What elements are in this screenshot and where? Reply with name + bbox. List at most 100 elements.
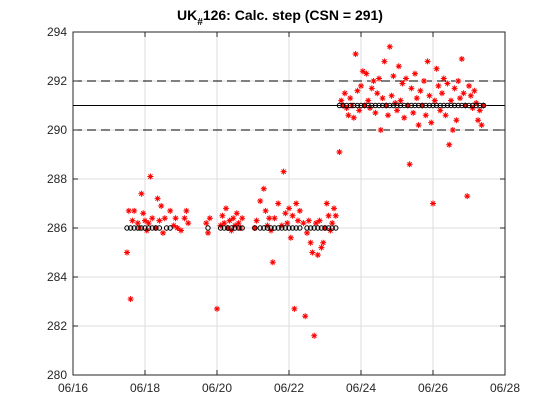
chart-title-subscript: # xyxy=(197,17,203,28)
circle-point xyxy=(444,102,451,109)
asterisk-point xyxy=(226,217,233,224)
circle-point xyxy=(383,102,389,109)
circle-point xyxy=(459,102,465,109)
circle-point xyxy=(423,102,429,109)
circle-point xyxy=(451,102,458,109)
asterisk-point xyxy=(399,80,406,87)
asterisk-point xyxy=(412,70,418,77)
circle-point xyxy=(426,102,433,109)
circle-point xyxy=(405,102,411,109)
asterisk-point xyxy=(206,215,213,222)
asterisk-point xyxy=(471,87,478,94)
asterisk-point xyxy=(305,217,312,224)
asterisk-point xyxy=(340,102,346,109)
circle-point xyxy=(462,102,469,109)
asterisk-point xyxy=(170,222,177,229)
y-tick-label: 288 xyxy=(47,172,67,186)
asterisk-point xyxy=(172,215,179,222)
circle-point xyxy=(225,225,231,231)
asterisk-point xyxy=(156,217,163,224)
asterisk-point xyxy=(374,90,381,97)
circle-point xyxy=(369,102,375,109)
circle-point xyxy=(261,225,267,231)
asterisk-point xyxy=(221,220,228,227)
asterisk-point xyxy=(352,51,359,58)
asterisk-point xyxy=(203,220,210,227)
circle-point xyxy=(336,102,343,109)
asterisk-point xyxy=(417,87,424,94)
asterisk-point xyxy=(430,200,436,207)
asterisk-point xyxy=(388,92,395,99)
circle-point xyxy=(163,225,170,231)
circle-point xyxy=(322,225,328,231)
circle-point xyxy=(365,102,371,109)
y-tick-label: 294 xyxy=(47,25,67,39)
y-tick-label: 290 xyxy=(47,123,67,137)
asterisk-point xyxy=(331,205,337,212)
circle-point xyxy=(307,225,314,231)
asterisk-point xyxy=(439,90,445,97)
asterisk-point xyxy=(125,207,132,214)
asterisk-point xyxy=(383,102,390,109)
asterisk-point xyxy=(181,215,188,222)
asterisk-point xyxy=(466,82,472,89)
asterisk-point xyxy=(478,122,485,129)
asterisk-point xyxy=(282,210,289,217)
asterisk-point xyxy=(440,75,447,82)
asterisk-point xyxy=(415,122,422,129)
asterisk-point xyxy=(408,85,415,92)
asterisk-point xyxy=(332,212,339,219)
asterisk-point xyxy=(129,217,136,224)
circle-point xyxy=(401,102,407,109)
circle-point xyxy=(297,225,303,231)
circle-point xyxy=(361,102,368,109)
circle-point xyxy=(282,225,289,231)
asterisk-point xyxy=(205,229,211,236)
circle-point xyxy=(433,102,440,109)
asterisk-point xyxy=(376,75,382,82)
circle-point xyxy=(217,225,224,231)
circle-point xyxy=(131,225,137,231)
circle-point xyxy=(419,102,425,109)
asterisk-point xyxy=(464,193,471,200)
asterisk-point xyxy=(358,82,364,89)
asterisk-point xyxy=(458,55,465,62)
asterisk-point xyxy=(453,117,460,124)
asterisk-point xyxy=(266,215,273,222)
circle-point xyxy=(264,225,271,231)
circle-point xyxy=(333,225,339,231)
circle-point xyxy=(268,225,274,231)
asterisk-point xyxy=(367,104,373,111)
circle-point xyxy=(235,225,242,231)
circle-point xyxy=(351,102,357,109)
asterisk-point xyxy=(235,220,242,227)
asterisk-point xyxy=(287,234,294,241)
asterisk-point xyxy=(385,112,391,119)
circle-point xyxy=(379,102,386,109)
circle-point xyxy=(142,225,148,231)
asterisk-point xyxy=(368,85,375,92)
x-tick-label: 06/26 xyxy=(418,381,448,395)
circle-point xyxy=(289,225,296,231)
circle-point xyxy=(448,102,454,109)
asterisk-point xyxy=(233,210,240,217)
circle-point xyxy=(257,225,263,231)
asterisk-point xyxy=(143,227,150,234)
asterisk-point xyxy=(286,205,292,212)
asterisk-point xyxy=(379,95,386,102)
asterisk-point xyxy=(291,305,298,312)
circle-point xyxy=(311,225,317,231)
circle-point xyxy=(286,225,292,231)
asterisk-point xyxy=(336,149,343,156)
asterisk-point xyxy=(304,229,310,236)
asterisk-point xyxy=(421,78,427,84)
circle-point xyxy=(394,102,400,109)
asterisk-point xyxy=(444,80,451,87)
asterisk-point xyxy=(406,161,413,168)
asterisk-point xyxy=(257,198,264,205)
circle-point xyxy=(153,225,159,231)
y-tick-label: 282 xyxy=(47,319,67,333)
asterisk-point xyxy=(224,225,231,231)
circle-point xyxy=(437,102,443,109)
